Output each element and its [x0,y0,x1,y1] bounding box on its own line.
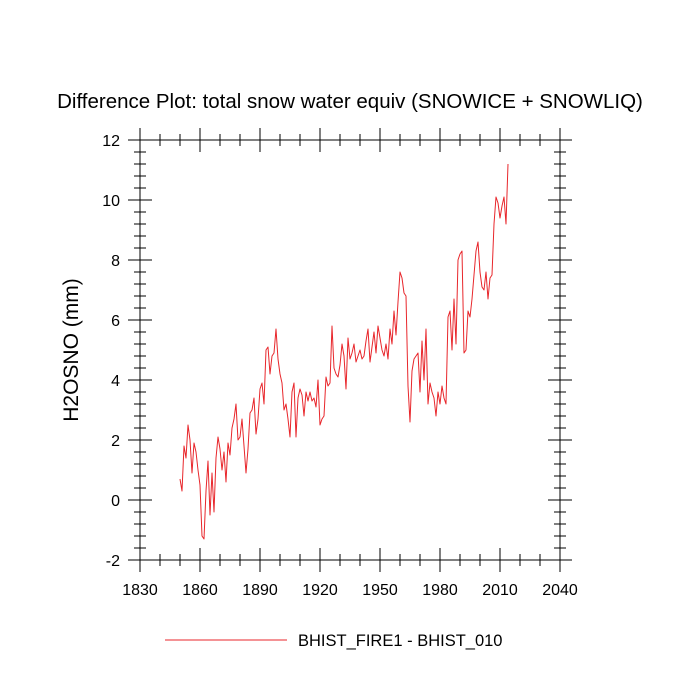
y-tick-label: 10 [102,193,120,210]
y-tick-label: 4 [111,373,120,390]
plot-frame [139,139,561,561]
x-tick-label: 1980 [422,582,458,599]
legend: BHIST_FIRE1 - BHIST_010 [165,632,503,650]
x-tick-label: 1890 [242,582,278,599]
y-tick-label: 0 [111,493,120,510]
y-tick-label: 12 [102,133,120,150]
x-tick-label: 1950 [362,582,398,599]
x-tick-label: 2040 [542,582,578,599]
tick-labels: 1830 1860 1890 1920 1950 1980 2010 2040 -2 0 2 4 6 8 1… [102,133,578,599]
legend-label: BHIST_FIRE1 - BHIST_010 [298,632,503,650]
x-tick-label: 1920 [302,582,338,599]
y-tick-label: -2 [106,553,120,570]
x-tick-label: 1830 [122,582,158,599]
x-tick-label: 1860 [182,582,218,599]
data-series-line [179,163,509,540]
y-axis-label: H2OSNO (mm) [60,278,83,422]
y-tick-label: 6 [111,313,120,330]
y-tick-label: 2 [111,433,120,450]
chart-title: Difference Plot: total snow water equiv … [57,90,643,113]
y-tick-label: 8 [111,253,120,270]
axis-ticks [128,128,572,572]
x-tick-label: 2010 [482,582,518,599]
